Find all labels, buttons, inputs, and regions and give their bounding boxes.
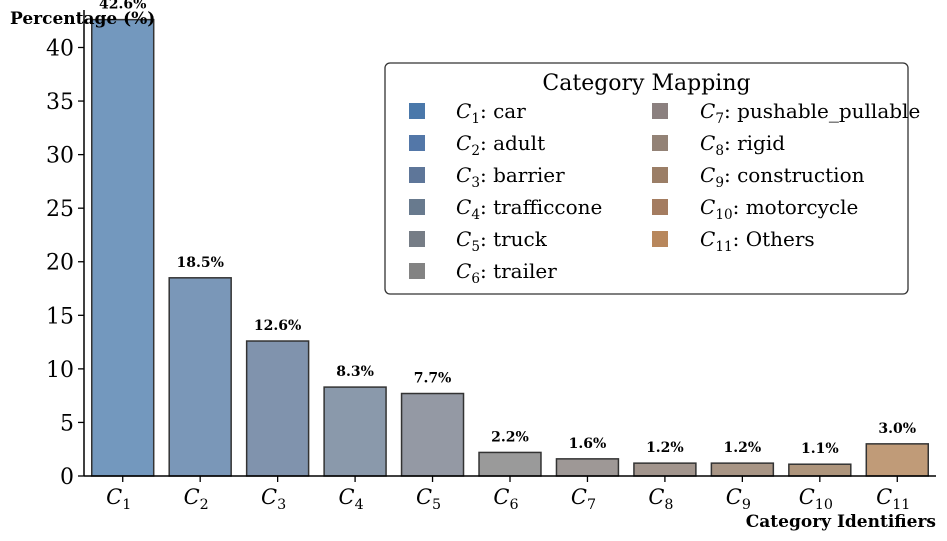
legend-swatch-4 [409, 199, 425, 215]
value-label-8: 1.2% [646, 440, 684, 456]
legend-label-7: C7: pushable_pullable [700, 99, 920, 127]
y-tick-label-15: 15 [46, 304, 74, 329]
value-label-4: 8.3% [336, 364, 374, 380]
bar-1 [91, 18, 155, 477]
y-tick-label-0: 0 [60, 465, 74, 490]
x-tick-label-4: C4 [339, 485, 364, 513]
legend-swatch-10 [652, 199, 668, 215]
x-axis: C1 C2 C3 C4 C5 C6 C7 C8 C9 C10 C11 [84, 475, 936, 513]
legend-label-6: C6: trailer [456, 259, 557, 287]
bar-11 [865, 443, 929, 477]
legend-swatch-1 [409, 103, 425, 119]
legend-swatch-11 [652, 231, 668, 247]
legend-swatch-5 [409, 231, 425, 247]
legend-swatch-6 [409, 263, 425, 279]
value-label-6: 2.2% [491, 429, 529, 445]
x-tick-label-2: C2 [184, 485, 209, 513]
legend-swatch-9 [652, 167, 668, 183]
legend-label-2: C2: adult [456, 131, 545, 159]
legend-label-8: C8: rigid [700, 131, 785, 159]
value-label-5: 7.7% [414, 371, 452, 387]
legend-swatch-8 [652, 135, 668, 151]
value-label-7: 1.6% [569, 436, 607, 452]
bar-5 [400, 392, 465, 477]
y-tick-label-20: 20 [46, 251, 74, 276]
legend-label-1: C1: car [456, 99, 526, 127]
bar-9 [710, 462, 775, 477]
bar-4 [323, 386, 387, 477]
value-label-2: 18.5% [176, 255, 223, 271]
value-label-1: 42.6% [99, 0, 146, 13]
bar-8 [633, 462, 697, 477]
legend-box [384, 62, 909, 295]
bar-6 [478, 451, 542, 477]
x-tick-label-6: C6 [493, 485, 518, 513]
y-tick-label-25: 25 [46, 197, 74, 222]
value-label-10: 1.1% [801, 441, 839, 457]
legend-label-9: C9: construction [700, 163, 865, 191]
value-label-3: 12.6% [254, 318, 301, 334]
x-tick-label-11: C11 [876, 485, 910, 513]
x-tick-label-10: C10 [799, 485, 833, 513]
y-tick-label-5: 5 [60, 411, 74, 436]
bar-3 [245, 340, 310, 477]
value-labels-group: 42.6% 18.5% 12.6% 8.3% 7.7% 2.2% 1.6% 1.2% 1.2% 1… [99, 0, 916, 457]
x-tick-label-5: C5 [416, 485, 441, 513]
legend-label-10: C10: motorcycle [700, 195, 858, 223]
legend: Category Mapping C1: car C2: adult C3: barr… [384, 62, 920, 295]
legend-swatch-2 [409, 135, 425, 151]
bar-7 [555, 458, 620, 477]
x-tick-label-7: C7 [571, 485, 596, 513]
x-tick-label-9: C9 [726, 485, 751, 513]
y-axis-title: Percentage (%) [10, 9, 155, 29]
x-axis-title: Category Identifiers [746, 512, 936, 532]
legend-swatch-3 [409, 167, 425, 183]
bar-2 [168, 277, 232, 477]
y-tick-label-30: 30 [46, 144, 74, 169]
legend-label-5: C5: truck [456, 227, 548, 255]
x-tick-label-3: C3 [261, 485, 286, 513]
y-axis: 0 5 10 15 20 25 30 35 40 [46, 10, 85, 490]
legend-label-11: C11: Others [700, 227, 815, 255]
legend-title: Category Mapping [542, 71, 750, 96]
bars-group [91, 18, 929, 477]
y-tick-label-40: 40 [46, 36, 74, 61]
y-tick-label-35: 35 [46, 90, 74, 115]
bar-10 [788, 463, 852, 477]
legend-label-4: C4: trafficcone [456, 195, 602, 223]
value-label-9: 1.2% [724, 440, 762, 456]
legend-label-3: C3: barrier [456, 163, 565, 191]
y-tick-label-10: 10 [46, 358, 74, 383]
x-tick-label-8: C8 [648, 485, 673, 513]
value-label-11: 3.0% [878, 421, 916, 437]
legend-swatch-7 [652, 103, 668, 119]
x-tick-label-1: C1 [106, 485, 131, 513]
